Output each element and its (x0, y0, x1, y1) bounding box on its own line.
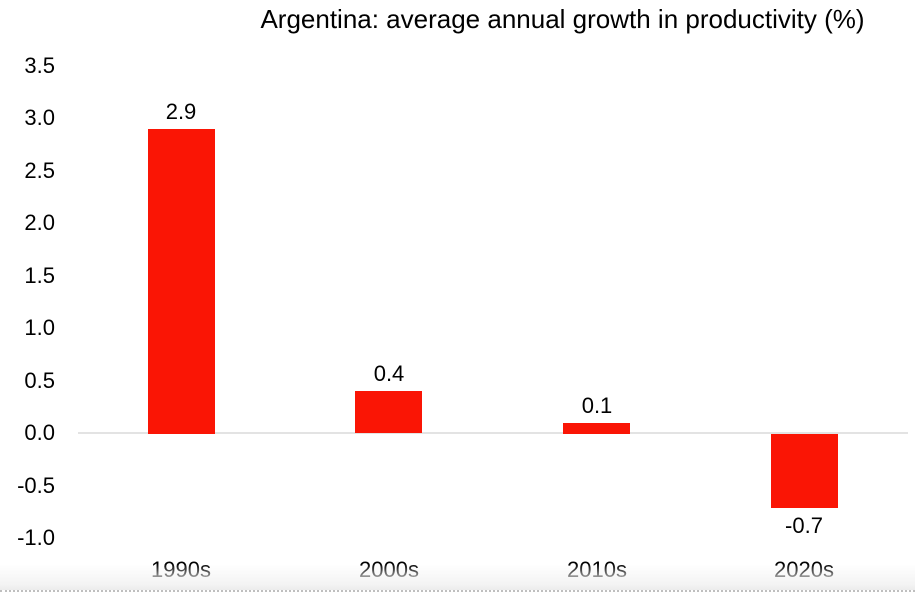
bar-1990s (148, 129, 215, 434)
zero-baseline (77, 432, 908, 434)
y-axis-tick-label: 0.5 (24, 367, 55, 393)
bar-value-label-1990s: 2.9 (165, 99, 197, 124)
x-axis-label-2020s: 2020s (774, 557, 834, 582)
bar-value-label-2020s: -0.7 (785, 513, 823, 538)
y-axis-tick-label: 1.5 (24, 262, 55, 288)
x-axis-label-1990s: 1990s (151, 557, 211, 582)
bar-2000s (355, 391, 422, 433)
y-axis-tick-label: 0.0 (24, 420, 55, 445)
x-axis-label-2000s: 2000s (359, 557, 419, 582)
y-axis-tick-label: 3.0 (24, 105, 55, 130)
bar-2020s (771, 434, 838, 508)
y-axis-tick-label: 2.0 (24, 210, 55, 235)
chart-title: Argentina: average annual growth in prod… (260, 4, 865, 34)
bar-value-label-2000s: 0.4 (373, 361, 405, 386)
y-axis-tick-label: -1.0 (17, 525, 55, 550)
y-axis-tick-label: -0.5 (17, 472, 55, 498)
y-axis-tick-label: 3.5 (24, 52, 55, 78)
y-axis-tick-label: 2.5 (24, 157, 55, 183)
y-axis-tick-label: 1.0 (24, 315, 55, 340)
bar-value-label-2010s: 0.1 (581, 393, 613, 418)
x-axis-label-2010s: 2010s (567, 557, 627, 582)
bar-2010s (563, 423, 630, 434)
